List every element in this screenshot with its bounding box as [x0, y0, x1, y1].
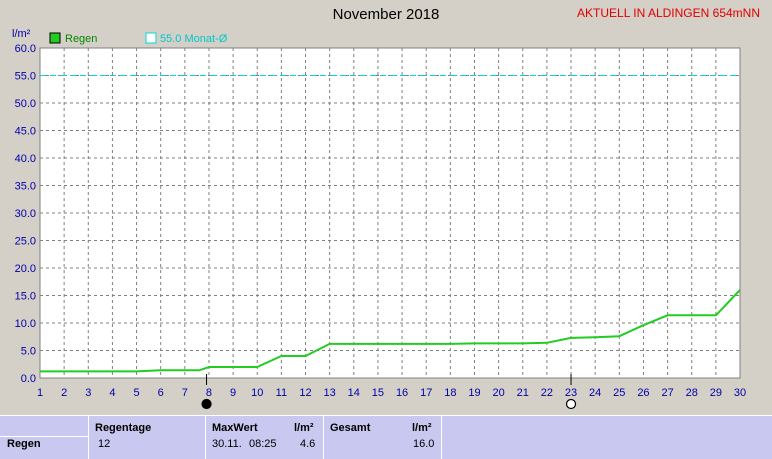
x-tick-label: 1	[37, 387, 43, 399]
x-tick-label: 16	[396, 387, 408, 399]
moon-phase-markers	[201, 374, 577, 410]
col-header-regentage: Regentage	[95, 422, 152, 434]
col-header-gesamt-unit: l/m²	[412, 422, 432, 434]
legend-reference-label: 55.0 Monat-Ø	[160, 33, 228, 45]
y-tick-label: 35.0	[15, 181, 36, 193]
legend-series-swatch	[49, 32, 61, 44]
x-tick-label: 27	[661, 387, 673, 399]
chart-title: November 2018	[332, 6, 440, 23]
regentage-value: 12	[98, 438, 111, 450]
x-tick-label: 13	[324, 387, 336, 399]
y-axis-label: l/m²	[12, 28, 31, 40]
rain-chart: l/m² Regen 55.0 Monat-Ø 0.05.010.015.020…	[12, 28, 746, 410]
x-tick-labels: 1 2 3 4 5 6 7 8 9 10 11 12 13 14 15 16 17 18 19 20 21 22 23 24 2…	[37, 387, 746, 399]
x-tick-label: 26	[637, 387, 649, 399]
x-tick-label: 3	[85, 387, 91, 399]
y-tick-label: 30.0	[15, 208, 36, 220]
legend-reference-swatch	[145, 32, 157, 44]
y-tick-label: 0.0	[21, 373, 36, 385]
x-tick-label: 9	[230, 387, 236, 399]
y-tick-label: 25.0	[15, 236, 36, 248]
x-tick-label: 14	[348, 387, 360, 399]
y-tick-label: 10.0	[15, 318, 36, 330]
new-moon-icon	[201, 398, 212, 410]
row-label-regen: Regen	[7, 438, 41, 450]
location-label: AKTUELL IN ALDINGEN 654mNN	[577, 6, 760, 20]
gesamt-value: 16.0	[413, 438, 435, 450]
x-tick-label: 23	[565, 387, 577, 399]
y-tick-label: 55.0	[15, 71, 36, 83]
y-tick-labels: 0.0 5.0 10.0 15.0 20.0 25.0 30.0 35.0 40.0 45.0 50…	[15, 43, 36, 385]
full-moon-icon	[565, 398, 577, 410]
x-tick-label: 17	[420, 387, 432, 399]
x-tick-label: 2	[61, 387, 67, 399]
x-tick-label: 22	[541, 387, 553, 399]
col-header-gesamt: Gesamt	[330, 422, 371, 434]
y-tick-label: 20.0	[15, 263, 36, 275]
y-tick-label: 50.0	[15, 98, 36, 110]
col-header-maxwert: MaxWert	[212, 422, 258, 434]
x-tick-label: 28	[686, 387, 698, 399]
y-tick-label: 60.0	[15, 43, 36, 55]
legend-series-label: Regen	[65, 33, 97, 45]
x-tick-label: 6	[158, 387, 164, 399]
x-tick-label: 8	[206, 387, 212, 399]
x-tick-label: 5	[133, 387, 139, 399]
y-tick-label: 45.0	[15, 126, 36, 138]
x-tick-label: 25	[613, 387, 625, 399]
max-date: 30.11.	[212, 438, 242, 450]
max-time: 08:25	[249, 438, 277, 450]
x-tick-label: 21	[517, 387, 529, 399]
x-tick-label: 10	[251, 387, 263, 399]
x-tick-label: 15	[372, 387, 384, 399]
x-tick-label: 29	[710, 387, 722, 399]
y-tick-label: 5.0	[21, 346, 36, 358]
x-tick-label: 7	[182, 387, 188, 399]
x-tick-label: 12	[299, 387, 311, 399]
col-header-maxwert-unit: l/m²	[294, 422, 314, 434]
x-tick-label: 24	[589, 387, 601, 399]
rain-series-line	[40, 289, 741, 373]
x-tick-label: 19	[468, 387, 480, 399]
x-tick-label: 20	[492, 387, 504, 399]
x-tick-label: 11	[276, 387, 287, 399]
x-tick-label: 30	[734, 387, 746, 399]
statistics-table: Regentage MaxWert l/m² Gesamt l/m² Regen…	[0, 415, 772, 459]
x-tick-label: 18	[444, 387, 456, 399]
y-tick-label: 15.0	[15, 291, 36, 303]
y-tick-label: 40.0	[15, 153, 36, 165]
grid-lines	[40, 48, 740, 378]
max-value: 4.6	[300, 438, 316, 450]
x-tick-label: 4	[109, 387, 115, 399]
